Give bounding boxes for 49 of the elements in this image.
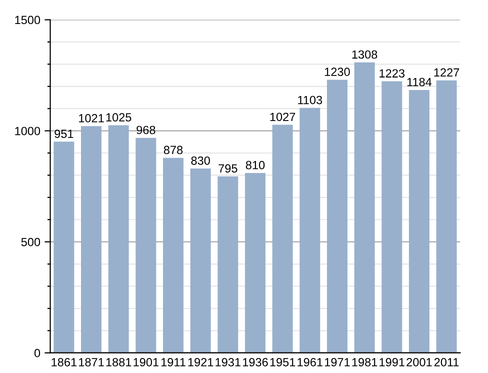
data-label: 795 [218, 164, 238, 173]
bar [162, 158, 184, 353]
x-tick-label: 1931 [216, 358, 240, 366]
bar [382, 81, 402, 353]
data-label: 1103 [298, 96, 322, 104]
bar [190, 168, 211, 353]
x-tick-label: 1936 [242, 358, 268, 366]
data-label: 1308 [352, 50, 378, 59]
bar [300, 108, 320, 353]
x-tick-label: 1971 [324, 358, 350, 366]
x-tick-label: 1921 [188, 358, 214, 366]
bar [326, 80, 348, 353]
bar [272, 124, 293, 353]
x-tick-label: 1881 [106, 358, 132, 366]
data-label: 951 [54, 130, 74, 138]
data-label: 878 [164, 146, 183, 154]
bar [436, 80, 457, 353]
bar [408, 90, 430, 353]
data-label: 1223 [380, 69, 404, 78]
bar [81, 126, 102, 353]
data-label: 830 [191, 156, 210, 165]
data-label: 1025 [106, 113, 132, 122]
x-tick-label: 1861 [52, 358, 76, 366]
x-tick-label: 2001 [406, 358, 432, 366]
y-tick-label: 500 [21, 238, 40, 246]
bar [136, 138, 156, 353]
x-tick-label: 1961 [298, 358, 322, 366]
x-tick-label: 1981 [352, 358, 378, 366]
y-tick-label: 0 [34, 348, 40, 358]
bar [354, 62, 375, 353]
y-tick-label: 1000 [15, 126, 40, 136]
x-tick-label: 2011 [434, 358, 459, 366]
y-tick-label: 1500 [15, 16, 40, 24]
x-tick-label: 1871 [79, 358, 104, 366]
data-label: 1027 [270, 112, 296, 122]
data-label: 810 [246, 160, 265, 170]
bar [218, 176, 238, 353]
x-tick-label: 1901 [134, 358, 158, 366]
data-label: 968 [136, 126, 156, 134]
x-tick-label: 1991 [380, 358, 404, 366]
data-label: 1227 [434, 68, 460, 77]
bar [54, 142, 74, 353]
bar [244, 172, 266, 353]
data-label: 1230 [324, 68, 350, 76]
x-tick-label: 1951 [270, 358, 296, 366]
data-label: 1021 [79, 114, 104, 122]
data-label: 1184 [407, 78, 432, 86]
bar [108, 125, 129, 353]
x-tick-label: 1911 [161, 358, 186, 366]
